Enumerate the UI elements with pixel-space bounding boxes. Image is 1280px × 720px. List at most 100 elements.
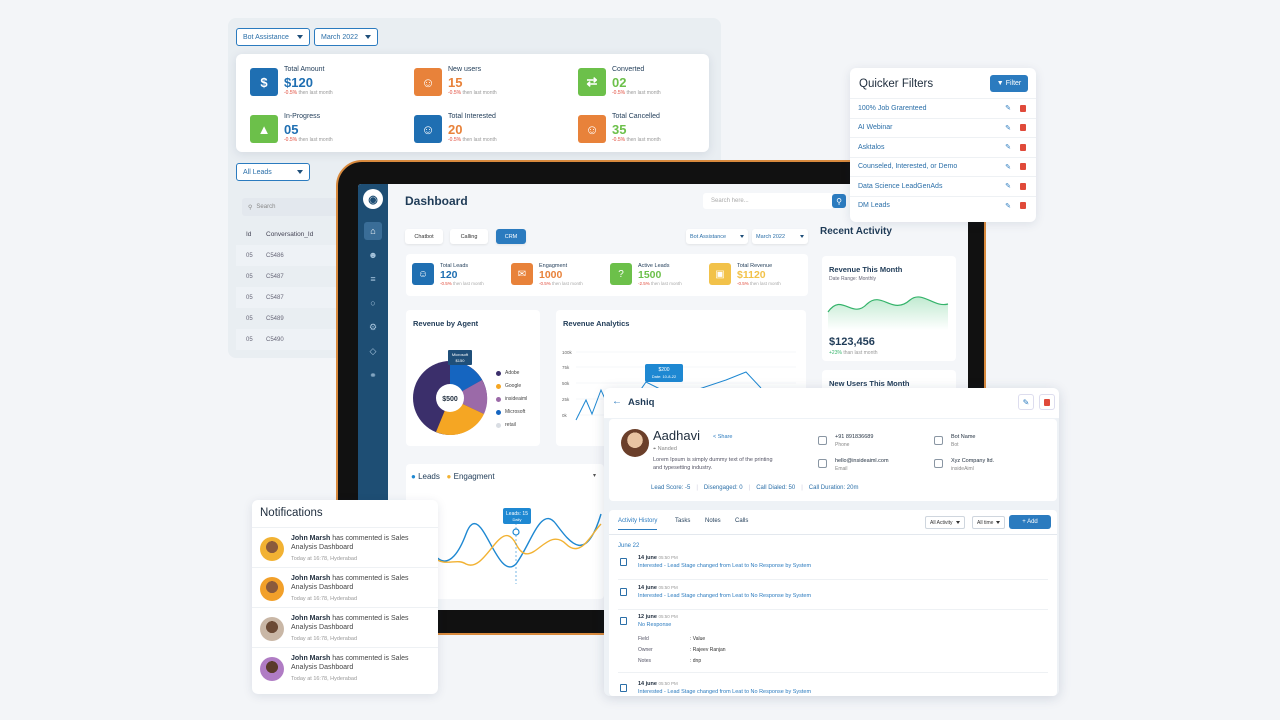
card-title: Revenue This Month <box>829 265 903 274</box>
stat-value: 20 <box>448 122 463 137</box>
phone-field: +91 891836689 Phone <box>835 434 874 448</box>
mail-icon <box>818 459 827 468</box>
notification-item[interactable]: John Marsh has commented is Sales Analys… <box>252 607 438 647</box>
all-leads-dropdown[interactable]: All Leads <box>236 163 310 181</box>
trash-icon[interactable] <box>1020 104 1026 112</box>
tag-icon[interactable]: ◇ <box>369 345 377 356</box>
contact-stats: Lead Score: -5 | Disengaged: 0 | Call Dial… <box>651 485 859 491</box>
contact-detail-panel: ← Ashiq ✎ Aadhavi < Share ⌖ Nanded Lorem… <box>604 388 1059 696</box>
pencil-icon[interactable]: ✎ <box>1018 394 1034 410</box>
back-arrow-icon[interactable]: ← <box>612 396 622 407</box>
cancelled-icon: ☺ <box>578 115 606 143</box>
trash-icon[interactable] <box>1020 143 1026 151</box>
tab-notes[interactable]: Notes <box>705 518 721 524</box>
trash-icon[interactable] <box>1020 163 1026 171</box>
tooltip-sub: Daily <box>513 517 522 522</box>
table-row[interactable]: 05 C5487 <box>236 287 356 308</box>
donut-center-value: $500 <box>442 396 458 403</box>
kpi-value: $1120 <box>737 269 766 281</box>
tab-calls[interactable]: Calls <box>735 518 749 524</box>
filter-item[interactable]: 100% Job Grarenteed ✎ <box>850 98 1036 118</box>
chat-icon: ✉ <box>511 263 533 285</box>
pencil-icon[interactable]: ✎ <box>1005 202 1011 210</box>
contact-info-card: Aadhavi < Share ⌖ Nanded Lorem Ipsum is … <box>609 419 1057 501</box>
pencil-icon[interactable]: ✎ <box>1005 124 1011 132</box>
stat-value: 05 <box>284 122 299 137</box>
tab-activity-history[interactable]: Activity History <box>618 518 658 530</box>
filter-item[interactable]: AI Webinar ✎ <box>850 117 1036 138</box>
table-row[interactable]: 05 C5487 <box>236 266 356 287</box>
month-dropdown[interactable]: March 2022 <box>752 229 808 244</box>
pencil-icon[interactable]: ✎ <box>1005 144 1011 152</box>
notification-item[interactable]: John Marsh has commented is Sales Analys… <box>252 567 438 607</box>
trash-icon[interactable] <box>1020 202 1026 210</box>
tooltip-box <box>645 364 683 382</box>
time-filter-select[interactable]: All time <box>972 516 1006 529</box>
settings-icon[interactable]: ⚙ <box>368 321 378 332</box>
stat-total-interested: ☺ Total Interested 20 -0.5% then last mo… <box>414 111 564 147</box>
dropdown-label: Bot Assistance <box>690 233 727 240</box>
trash-icon[interactable] <box>1039 394 1055 410</box>
cell-conv: C5489 <box>266 315 284 322</box>
cell-conv: C5490 <box>266 336 284 343</box>
filter-item[interactable]: Data Science LeadGenAds ✎ <box>850 176 1036 196</box>
contact-description: Lorem Ipsum is simply dummy text of the … <box>653 457 773 471</box>
more-icon[interactable]: ▾ <box>592 473 596 479</box>
users-icon[interactable]: ☻ <box>368 250 378 260</box>
user-icon: ☺ <box>414 68 442 96</box>
stat-label: Total Amount <box>284 66 325 73</box>
search-icon[interactable]: ⚲ <box>832 194 846 208</box>
dollar-icon: $ <box>250 68 278 96</box>
legend-item: Adobe <box>496 370 519 376</box>
bot-assistance-dropdown[interactable]: Bot Assistance <box>236 28 310 46</box>
summary-stats-card: $ Total Amount $120 -0.5% then last mont… <box>236 54 709 152</box>
sparkline-chart <box>827 296 949 330</box>
stat-total-cancelled: ☺ Total Cancelled 35 -0.5% then last mon… <box>578 111 728 147</box>
stat-label: Total Interested <box>448 113 496 120</box>
table-row[interactable]: 05 C5489 <box>236 308 356 329</box>
activity-filter-select[interactable]: All Activity <box>925 516 965 529</box>
filter-button[interactable]: ▼ Filter <box>990 75 1028 92</box>
panel-title: Quicker Filters <box>859 78 934 90</box>
avatar <box>260 577 284 601</box>
revenue-by-agent-card: Revenue by Agent $500 Microsoft $150 Ado… <box>406 310 540 446</box>
activity-card: Activity History Tasks Notes Calls All A… <box>609 510 1057 696</box>
avatar <box>260 617 284 641</box>
month-dropdown[interactable]: March 2022 <box>314 28 378 46</box>
notification-item[interactable]: John Marsh has commented is Sales Analys… <box>252 647 438 687</box>
donut-hole <box>436 384 464 412</box>
table-search-input[interactable]: ⚲ Search <box>242 198 352 216</box>
filter-icon[interactable]: ≡ <box>370 274 376 284</box>
trash-icon[interactable] <box>1020 124 1026 132</box>
notification-time: Today at 16:78, Hyderabad <box>291 676 358 682</box>
pencil-icon[interactable]: ✎ <box>1005 105 1011 113</box>
add-button[interactable]: + Add <box>1009 515 1051 529</box>
tab-calling[interactable]: Calling <box>450 229 488 244</box>
notification-item[interactable]: John Marsh has commented is Sales Analys… <box>252 527 438 567</box>
tab-tasks[interactable]: Tasks <box>675 518 691 524</box>
tab-chatbot[interactable]: Chatbot <box>405 229 443 244</box>
filter-item[interactable]: DM Leads ✎ <box>850 195 1036 216</box>
bot-assistance-dropdown[interactable]: Bot Assistance <box>686 229 748 244</box>
table-row[interactable]: 05 C5486 <box>236 245 356 266</box>
quicker-filters-panel: Quicker Filters ▼ Filter 100% Job Grarent… <box>850 68 1036 222</box>
notification-time: Today at 16:78, Hyderabad <box>291 596 358 602</box>
notification-text: John Marsh has commented is Sales Analys… <box>291 615 409 631</box>
headset-icon[interactable]: ⚭ <box>369 369 377 380</box>
pencil-icon[interactable]: ✎ <box>1005 183 1011 191</box>
y-tick: 50k <box>562 381 570 386</box>
table-row[interactable]: 05 C5490 <box>236 329 356 350</box>
chat-icon[interactable]: ○ <box>370 298 376 308</box>
legend-dot <box>496 370 501 376</box>
home-icon[interactable]: ⌂ <box>364 222 382 240</box>
dashboard-search-input[interactable]: Search here... <box>703 193 833 209</box>
date-range-select[interactable]: Date Range: Monthly <box>829 276 876 282</box>
tab-crm[interactable]: CRM <box>496 229 526 244</box>
filter-item[interactable]: Asktalos ✎ <box>850 137 1036 157</box>
filter-item[interactable]: Counseled, Interested, or Demo ✎ <box>850 156 1036 177</box>
stat-change: -0.5% then last month <box>612 90 661 96</box>
stat-change: -0.5% then last month <box>448 90 497 96</box>
trash-icon[interactable] <box>1020 182 1026 190</box>
share-link[interactable]: < Share <box>713 434 733 440</box>
pencil-icon[interactable]: ✎ <box>1005 163 1011 171</box>
